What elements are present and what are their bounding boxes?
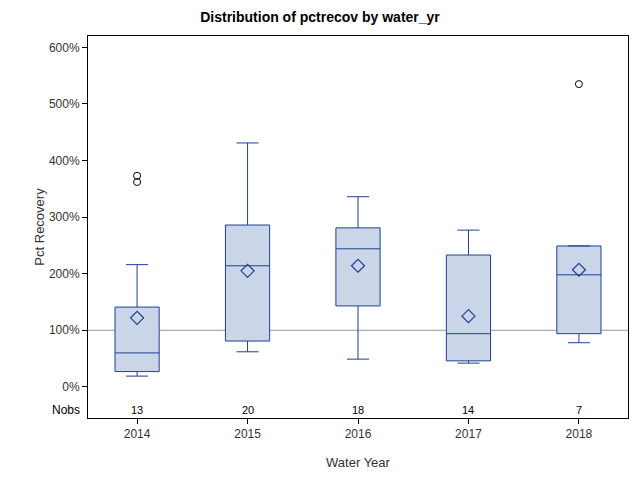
svg-text:2016: 2016 <box>345 427 372 441</box>
svg-text:100%: 100% <box>49 323 80 337</box>
svg-text:20: 20 <box>242 404 254 416</box>
svg-text:0%: 0% <box>62 380 80 394</box>
svg-text:14: 14 <box>462 404 474 416</box>
svg-text:Water Year: Water Year <box>326 455 391 470</box>
svg-text:Distribution of pctrecov by wa: Distribution of pctrecov by water_yr <box>200 9 440 25</box>
svg-text:200%: 200% <box>49 267 80 281</box>
svg-text:2017: 2017 <box>455 427 482 441</box>
svg-text:7: 7 <box>576 404 582 416</box>
svg-text:Pct Recovery: Pct Recovery <box>32 188 47 266</box>
svg-text:2014: 2014 <box>124 427 151 441</box>
svg-text:2018: 2018 <box>566 427 593 441</box>
svg-text:300%: 300% <box>49 210 80 224</box>
svg-text:500%: 500% <box>49 97 80 111</box>
svg-text:2015: 2015 <box>234 427 261 441</box>
svg-text:18: 18 <box>352 404 364 416</box>
svg-text:400%: 400% <box>49 154 80 168</box>
svg-text:Nobs: Nobs <box>52 403 80 417</box>
svg-text:13: 13 <box>131 404 143 416</box>
svg-text:600%: 600% <box>49 41 80 55</box>
